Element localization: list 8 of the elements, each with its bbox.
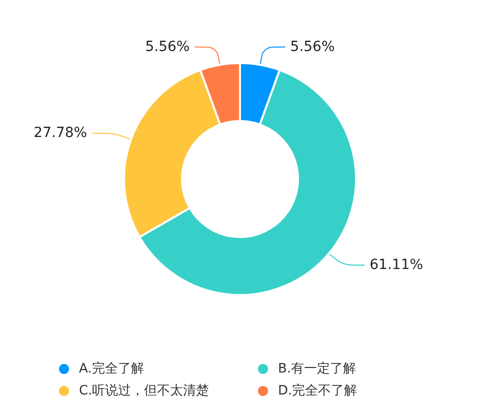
legend-label: A.完全了解 xyxy=(79,360,144,376)
data-label: 5.56% xyxy=(145,39,190,56)
data-label: 27.78% xyxy=(34,125,88,142)
legend-label: C.听说过，但不太清楚 xyxy=(79,384,210,398)
data-label: 5.56% xyxy=(290,39,335,56)
legend-label: B.有一定了解 xyxy=(278,362,356,376)
data-label: 61.11% xyxy=(370,257,424,274)
legend-label: D.完全不了解 xyxy=(278,382,358,398)
